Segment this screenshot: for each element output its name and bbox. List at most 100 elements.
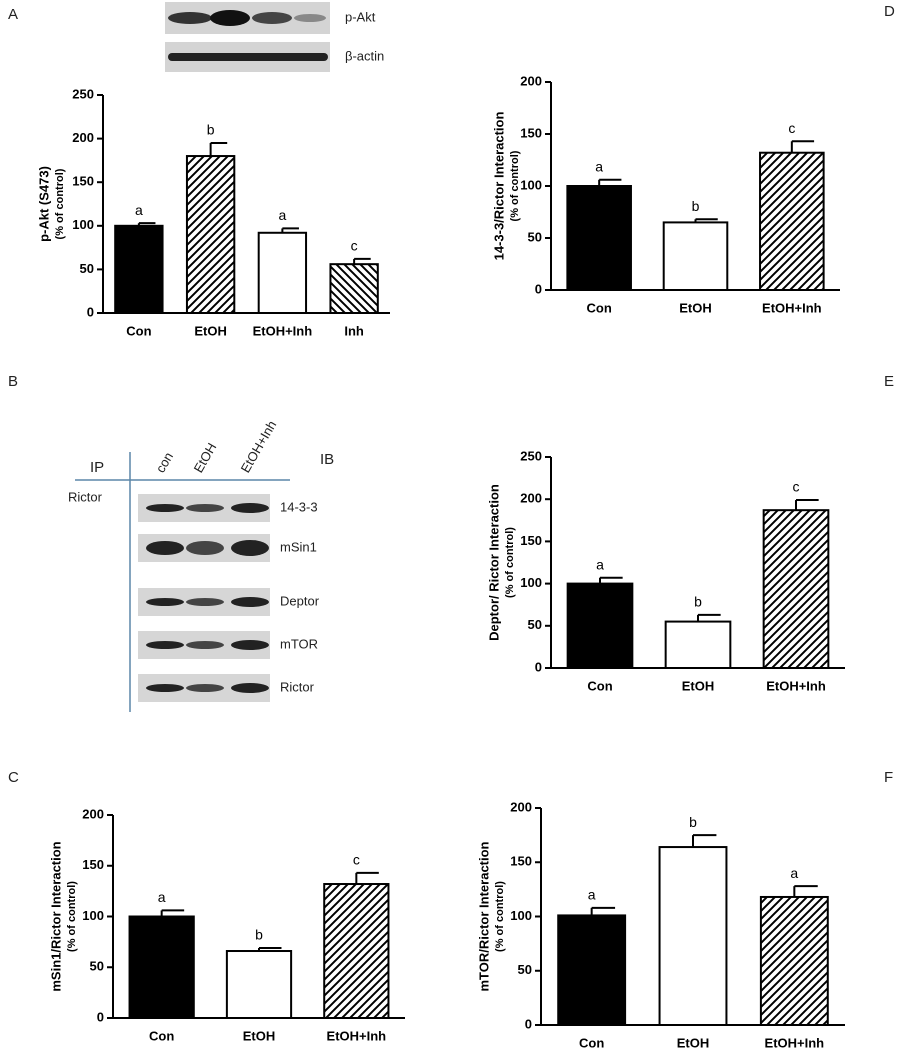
y-tick-label: 200 xyxy=(82,806,104,821)
x-tick-label: Con xyxy=(579,1035,604,1050)
bar xyxy=(566,185,632,291)
bar-annotation: b xyxy=(692,198,700,214)
y-axis-label: mSin1/Rictor Interaction xyxy=(48,841,63,991)
bar-annotation: b xyxy=(207,122,215,138)
y-tick-label: 250 xyxy=(520,448,542,463)
band xyxy=(210,10,250,26)
y-tick-label: 150 xyxy=(520,533,542,548)
bar-annotation: c xyxy=(351,238,358,254)
blot-label: mTOR xyxy=(280,636,318,651)
bar-annotation: c xyxy=(788,120,795,136)
x-tick-label: Inh xyxy=(344,323,364,338)
bar-annotation: b xyxy=(255,927,263,943)
blot-label: 14-3-3 xyxy=(280,499,318,514)
band xyxy=(231,640,269,650)
y-tick-label: 100 xyxy=(72,217,94,232)
bar xyxy=(759,895,829,1026)
y-axis-sublabel: (% of control) xyxy=(504,527,516,598)
band xyxy=(146,684,184,692)
bar xyxy=(664,620,732,670)
x-tick-label: EtOH xyxy=(194,323,227,338)
bar-annotation: b xyxy=(694,594,702,610)
band xyxy=(231,683,269,693)
ip-target: Rictor xyxy=(68,489,103,504)
y-axis-label: mTOR/Rictor Interaction xyxy=(476,841,491,991)
bar xyxy=(662,221,729,291)
y-axis-sublabel: (% of control) xyxy=(54,168,66,239)
y-axis-label: Deptor/ Rictor Interaction xyxy=(486,484,501,641)
y-tick-label: 250 xyxy=(72,86,94,101)
x-tick-label: EtOH xyxy=(243,1028,276,1043)
y-tick-label: 0 xyxy=(535,659,542,674)
blot-label: Rictor xyxy=(280,679,315,694)
x-tick-label: EtOH+Inh xyxy=(765,1035,825,1050)
x-tick-label: EtOH xyxy=(677,1035,710,1050)
band xyxy=(146,641,184,649)
x-tick-label: Con xyxy=(587,300,612,315)
y-axis-sublabel: (% of control) xyxy=(494,881,506,952)
y-tick-label: 100 xyxy=(520,177,542,192)
bar xyxy=(128,915,195,1019)
band xyxy=(186,641,224,649)
band xyxy=(168,12,212,24)
bar-annotation: a xyxy=(278,207,286,223)
band xyxy=(186,684,224,692)
bar xyxy=(257,231,308,314)
bar-annotation: a xyxy=(158,889,166,905)
x-tick-label: Con xyxy=(149,1028,174,1043)
y-axis-sublabel: (% of control) xyxy=(509,150,521,221)
y-tick-label: 100 xyxy=(510,908,532,923)
y-tick-label: 150 xyxy=(520,125,542,140)
panel-letter: E xyxy=(884,373,894,390)
ib-header: IB xyxy=(320,451,334,468)
panel-letter: A xyxy=(8,6,18,23)
x-tick-label: Con xyxy=(126,323,151,338)
panel-letter: C xyxy=(8,769,19,786)
column-label: EtOH+Inh xyxy=(238,418,280,475)
y-tick-label: 200 xyxy=(520,73,542,88)
y-tick-label: 200 xyxy=(72,130,94,145)
blot-a: p-Akt β-actin xyxy=(165,2,384,72)
bar-annotation: a xyxy=(790,865,798,881)
x-tick-label: EtOH xyxy=(679,300,712,315)
bar xyxy=(114,224,164,314)
band xyxy=(146,598,184,606)
bar xyxy=(762,509,830,669)
panel-letter: B xyxy=(8,373,18,390)
y-tick-label: 0 xyxy=(525,1016,532,1031)
y-tick-label: 50 xyxy=(90,959,104,974)
y-tick-label: 150 xyxy=(510,854,532,869)
y-axis-sublabel: (% of control) xyxy=(66,881,78,952)
bar xyxy=(329,263,379,314)
band xyxy=(252,12,292,24)
bar xyxy=(658,846,728,1026)
panel-letter: F xyxy=(884,769,893,786)
y-tick-label: 150 xyxy=(82,857,104,872)
y-tick-label: 0 xyxy=(97,1009,104,1024)
y-tick-label: 0 xyxy=(87,304,94,319)
band xyxy=(146,504,184,512)
bar-annotation: a xyxy=(596,556,604,572)
blot-label: Deptor xyxy=(280,593,320,608)
band xyxy=(168,53,328,61)
bar xyxy=(557,914,627,1026)
band xyxy=(186,541,224,555)
ip-header: IP xyxy=(90,459,104,476)
column-label: EtOH xyxy=(191,440,220,475)
bar xyxy=(225,950,293,1020)
blot-label: mSin1 xyxy=(280,539,317,554)
bar-annotation: a xyxy=(588,887,596,903)
x-tick-label: Con xyxy=(587,678,612,693)
band xyxy=(231,503,269,513)
panel-letter: D xyxy=(884,3,895,20)
x-tick-label: EtOH xyxy=(682,678,715,693)
bar-annotation: a xyxy=(595,158,603,174)
band xyxy=(231,597,269,607)
blot-label: β-actin xyxy=(345,48,384,63)
bar-annotation: b xyxy=(689,814,697,830)
column-label: con xyxy=(153,450,176,476)
band xyxy=(294,14,326,22)
y-tick-label: 200 xyxy=(520,491,542,506)
